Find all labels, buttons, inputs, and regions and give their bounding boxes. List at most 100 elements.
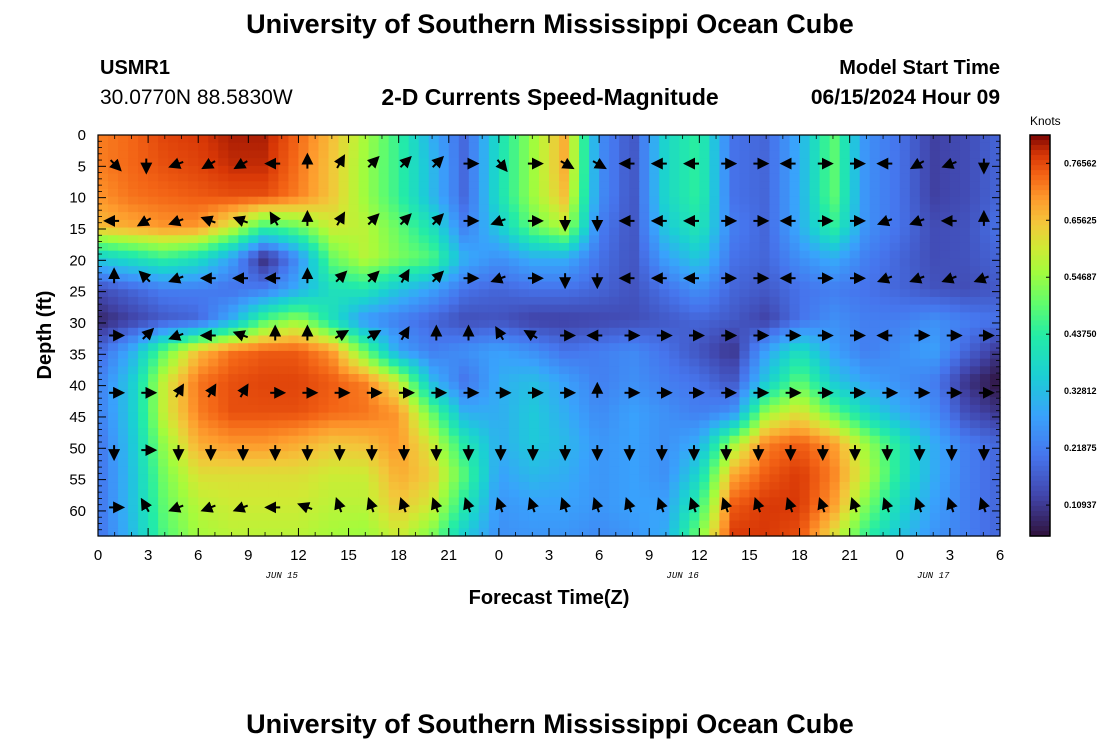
heatmap-cell — [639, 451, 650, 460]
heatmap-cell — [408, 458, 420, 468]
heatmap-cell — [248, 135, 259, 144]
heatmap-cell — [789, 412, 801, 421]
heatmap-cell — [348, 512, 360, 522]
heatmap-cell — [989, 289, 1001, 298]
heatmap-cell — [929, 135, 941, 144]
heatmap-cell — [188, 320, 199, 329]
heatmap-cell — [348, 482, 360, 491]
heatmap-cell — [769, 358, 781, 367]
heatmap-cell — [569, 196, 580, 205]
heatmap-cell — [849, 258, 861, 267]
heatmap-cell — [879, 335, 891, 344]
heatmap-cell — [158, 250, 169, 259]
heatmap-cell — [789, 358, 801, 367]
heatmap-cell — [789, 212, 801, 221]
heatmap-cell — [929, 350, 941, 360]
heatmap-cell — [839, 204, 851, 213]
heatmap-cell — [739, 250, 751, 259]
heatmap-cell — [679, 458, 690, 468]
heatmap-cell — [358, 204, 370, 213]
heatmap-cell — [809, 412, 821, 421]
heatmap-cell — [929, 181, 941, 190]
heatmap-cell — [538, 158, 550, 167]
heatmap-cell — [749, 512, 761, 522]
heatmap-cell — [348, 165, 360, 175]
heatmap-cell — [879, 266, 891, 275]
heatmap-cell — [699, 204, 710, 213]
heatmap-cell — [839, 296, 851, 306]
heatmap-cell — [318, 235, 330, 244]
heatmap-cell — [919, 142, 931, 152]
heatmap-cell — [629, 497, 640, 506]
heatmap-cell — [348, 335, 360, 344]
heatmap-cell — [689, 520, 700, 529]
heatmap-cell — [278, 474, 290, 483]
heatmap-cell — [739, 512, 751, 522]
heatmap-cell — [659, 381, 670, 391]
heatmap-cell — [458, 335, 470, 344]
heatmap-cell — [108, 150, 119, 159]
heatmap-cell — [759, 412, 771, 421]
heatmap-cell — [198, 227, 209, 236]
heatmap-cell — [408, 296, 420, 306]
heatmap-cell — [579, 258, 590, 267]
heatmap-cell — [949, 173, 961, 182]
heatmap-cell — [579, 420, 590, 429]
heatmap-cell — [559, 412, 570, 421]
heatmap-cell — [929, 266, 941, 275]
heatmap-cell — [639, 389, 650, 398]
heatmap-cell — [138, 266, 149, 275]
heatmap-cell — [338, 428, 350, 437]
heatmap-cell — [709, 443, 720, 452]
heatmap-cell — [799, 451, 811, 460]
heatmap-cell — [669, 474, 680, 483]
heatmap-cell — [569, 512, 580, 522]
heatmap-cell — [148, 320, 159, 329]
heatmap-cell — [989, 443, 1001, 452]
heatmap-cell — [158, 489, 169, 499]
heatmap-cell — [569, 296, 580, 306]
heatmap-cell — [579, 350, 590, 360]
heatmap-cell — [238, 474, 249, 483]
heatmap-cell — [639, 428, 650, 437]
heatmap-cell — [979, 412, 991, 421]
heatmap-cell — [178, 158, 189, 167]
heatmap-cell — [829, 350, 841, 360]
heatmap-cell — [869, 389, 881, 398]
heatmap-cell — [238, 404, 249, 414]
heatmap-cell — [649, 304, 660, 313]
heatmap-cell — [989, 273, 1001, 283]
heatmap-cell — [148, 250, 159, 259]
heatmap-cell — [368, 412, 380, 421]
heatmap-cell — [909, 343, 921, 352]
heatmap-cell — [268, 343, 279, 352]
heatmap-cell — [859, 412, 871, 421]
heatmap-cell — [729, 320, 741, 329]
heatmap-cell — [709, 404, 720, 414]
heatmap-cell — [889, 204, 901, 213]
heatmap-cell — [929, 505, 941, 514]
heatmap-cell — [98, 497, 109, 506]
heatmap-cell — [779, 428, 791, 437]
heatmap-cell — [438, 505, 450, 514]
heatmap-cell — [388, 412, 400, 421]
heatmap-cell — [368, 281, 380, 290]
heatmap-cell — [508, 320, 520, 329]
heatmap-cell — [298, 150, 310, 159]
heatmap-cell — [979, 173, 991, 182]
heatmap-cell — [458, 142, 470, 152]
heatmap-cell — [388, 212, 400, 221]
heatmap-cell — [318, 389, 330, 398]
heatmap-cell — [949, 212, 961, 221]
heatmap-cell — [599, 212, 610, 221]
heatmap-cell — [579, 320, 590, 329]
heatmap-cell — [909, 458, 921, 468]
heatmap-cell — [979, 397, 991, 406]
heatmap-cell — [639, 327, 650, 337]
heatmap-cell — [989, 458, 1001, 468]
heatmap-cell — [979, 451, 991, 460]
heatmap-cell — [909, 212, 921, 221]
heatmap-cell — [859, 428, 871, 437]
heatmap-cell — [589, 366, 600, 375]
heatmap-cell — [238, 512, 249, 522]
